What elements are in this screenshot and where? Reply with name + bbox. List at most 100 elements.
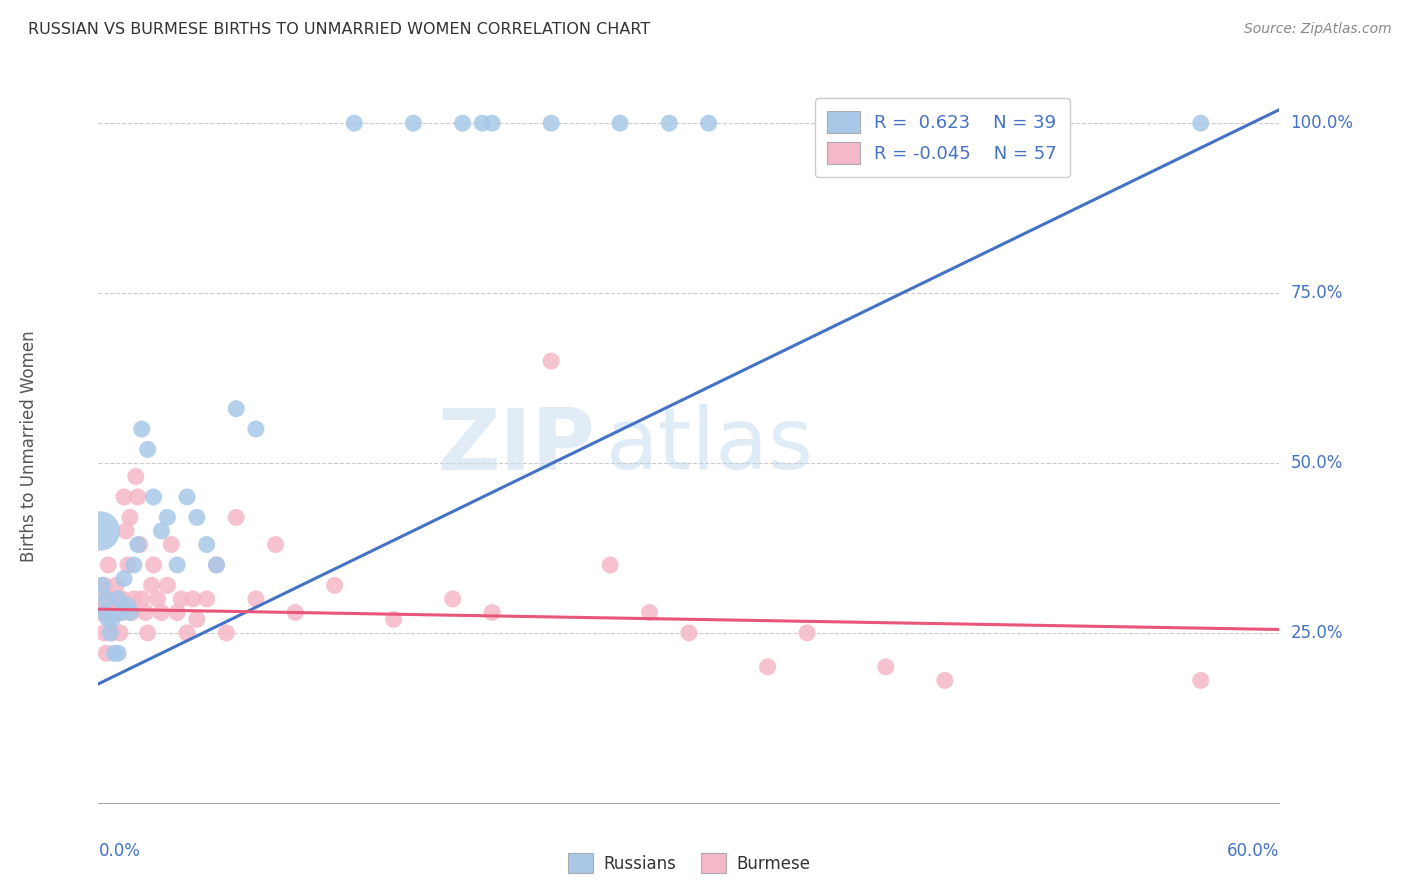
Point [186, 612, 208, 626]
Point [697, 116, 720, 130]
Point [245, 591, 267, 606]
Point [93, 626, 115, 640]
Point [540, 354, 562, 368]
Point [89, 524, 111, 538]
Text: 60.0%: 60.0% [1227, 842, 1279, 860]
Point [103, 606, 125, 620]
Text: 25.0%: 25.0% [1291, 624, 1343, 642]
Point [215, 626, 238, 640]
Point [1189, 116, 1212, 130]
Point [170, 591, 193, 606]
Point [471, 116, 494, 130]
Point [89, 606, 111, 620]
Point [205, 558, 228, 572]
Point [142, 490, 165, 504]
Point [118, 510, 141, 524]
Point [142, 558, 165, 572]
Point [128, 537, 150, 551]
Point [284, 606, 307, 620]
Point [176, 626, 198, 640]
Text: ZIP: ZIP [437, 404, 595, 488]
Point [122, 558, 145, 572]
Text: 0.0%: 0.0% [98, 842, 141, 860]
Text: 100.0%: 100.0% [1291, 114, 1354, 132]
Point [105, 578, 128, 592]
Point [101, 626, 124, 640]
Point [107, 591, 129, 606]
Point [160, 537, 183, 551]
Point [934, 673, 956, 688]
Point [96, 591, 118, 606]
Point [125, 469, 148, 483]
Point [97, 558, 120, 572]
Point [441, 591, 464, 606]
Point [678, 626, 700, 640]
Point [343, 116, 366, 130]
Point [117, 599, 139, 613]
Point [131, 422, 153, 436]
Point [111, 606, 134, 620]
Point [98, 626, 121, 640]
Point [93, 578, 115, 592]
Point [382, 612, 405, 626]
Point [115, 524, 138, 538]
Point [127, 490, 149, 504]
Point [111, 591, 134, 606]
Point [481, 116, 503, 130]
Point [101, 612, 124, 626]
Text: 75.0%: 75.0% [1291, 284, 1343, 302]
Point [166, 606, 188, 620]
Point [136, 626, 159, 640]
Point [195, 537, 218, 551]
Point [98, 591, 121, 606]
Point [481, 606, 503, 620]
Point [658, 116, 681, 130]
Point [609, 116, 631, 130]
Point [176, 490, 198, 504]
Point [112, 572, 135, 586]
Point [118, 606, 141, 620]
Point [225, 510, 247, 524]
Point [127, 537, 149, 551]
Point [97, 606, 120, 620]
Point [146, 591, 169, 606]
Point [638, 606, 661, 620]
Point [150, 524, 173, 538]
Point [195, 591, 218, 606]
Point [934, 116, 956, 130]
Point [97, 612, 120, 626]
Point [186, 510, 208, 524]
Point [107, 646, 129, 660]
Point [796, 626, 818, 640]
Legend: Russians, Burmese: Russians, Burmese [561, 847, 817, 880]
Point [323, 578, 346, 592]
Point [108, 626, 131, 640]
Point [135, 606, 157, 620]
Point [112, 490, 135, 504]
Point [91, 578, 114, 592]
Text: Source: ZipAtlas.com: Source: ZipAtlas.com [1244, 22, 1392, 37]
Point [103, 646, 125, 660]
Point [156, 510, 179, 524]
Point [540, 116, 562, 130]
Point [451, 116, 474, 130]
Point [91, 591, 114, 606]
Point [225, 401, 247, 416]
Point [93, 606, 115, 620]
Text: atlas: atlas [606, 404, 814, 488]
Point [121, 606, 143, 620]
Point [205, 558, 228, 572]
Text: RUSSIAN VS BURMESE BIRTHS TO UNMARRIED WOMEN CORRELATION CHART: RUSSIAN VS BURMESE BIRTHS TO UNMARRIED W… [28, 22, 651, 37]
Point [756, 660, 779, 674]
Point [181, 591, 204, 606]
Text: Births to Unmarried Women: Births to Unmarried Women [20, 330, 38, 562]
Point [141, 578, 163, 592]
Point [96, 646, 118, 660]
Point [245, 422, 267, 436]
Point [264, 537, 287, 551]
Point [156, 578, 179, 592]
Point [599, 558, 621, 572]
Point [875, 660, 897, 674]
Point [1189, 673, 1212, 688]
Point [150, 606, 173, 620]
